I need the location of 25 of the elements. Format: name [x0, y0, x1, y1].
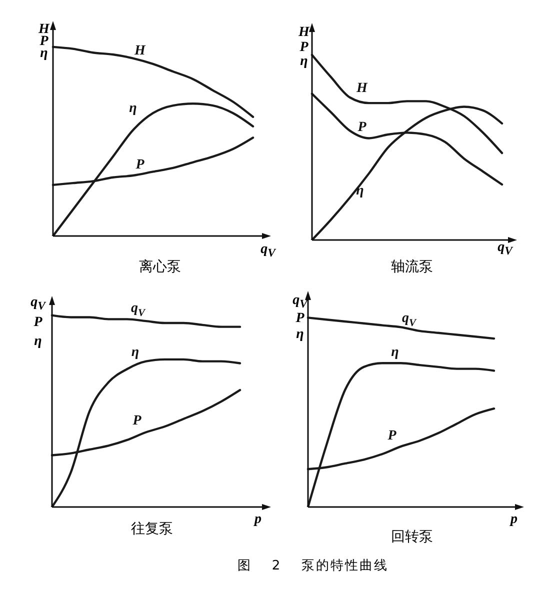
caption: 图 2 泵的特性曲线 [238, 558, 388, 574]
series-label: H [134, 42, 147, 58]
text: 轴流泵 [391, 259, 433, 275]
series-label: η [131, 344, 140, 360]
series-label: η [356, 182, 364, 198]
y-axis-title: q$_{V}$ P η [30, 294, 46, 349]
x-axis-title: q$_{V}$ [498, 240, 512, 258]
series-label: P [136, 157, 145, 172]
series-label: P [358, 120, 367, 135]
series-label: q$_{V}$ [130, 300, 146, 320]
series-label: P [132, 412, 142, 428]
text: 回转泵 [391, 529, 433, 545]
x-axis-title: p [510, 512, 518, 527]
series-label: P [388, 428, 397, 443]
series-label: q$_{V}$ [402, 310, 417, 330]
y-axis-title: H P η [298, 25, 310, 69]
x-axis-title: p [254, 512, 262, 527]
text: 离心泵 [139, 259, 181, 275]
series-label: H [356, 80, 369, 96]
series-label: η [391, 344, 400, 360]
y-axis-title: q$_{V}$ P η [292, 292, 308, 342]
y-axis-title: H P η [38, 22, 50, 61]
x-axis-title: q$_{V}$ [260, 242, 276, 260]
text: 往复泵 [131, 521, 173, 537]
series-label: η [129, 100, 138, 116]
